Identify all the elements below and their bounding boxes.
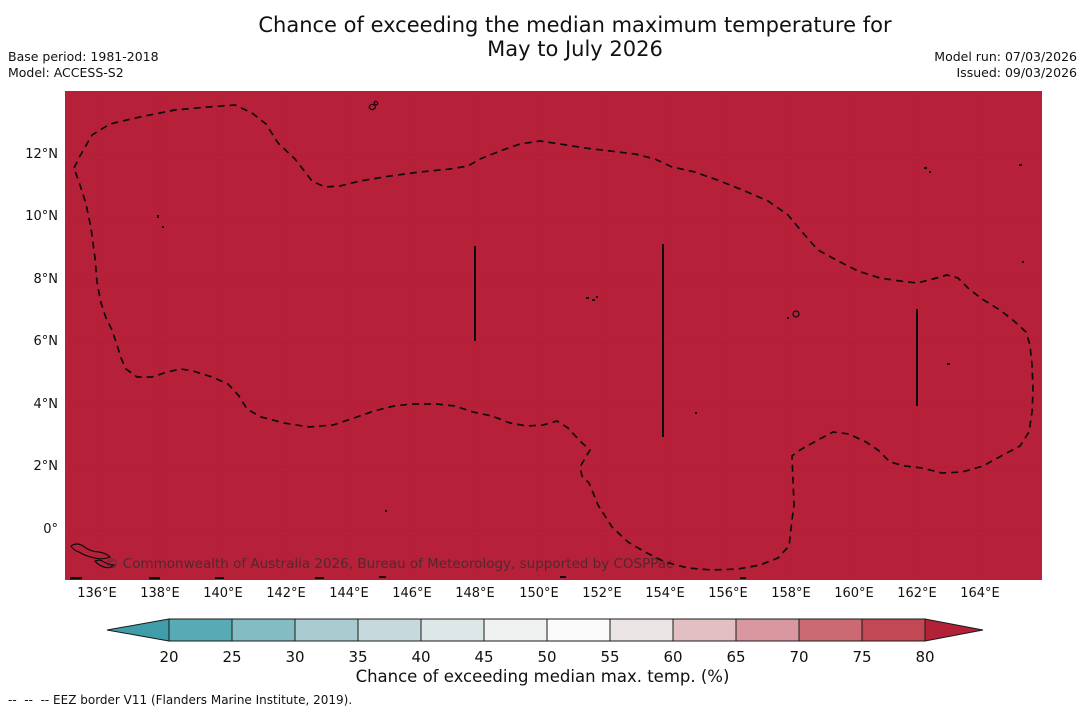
map-canvas: © Commonwealth of Australia 2026, Bureau…: [65, 91, 1042, 580]
colorbar-tick: 65: [726, 648, 745, 666]
x-tick-146e: 146°E: [392, 586, 432, 601]
colorbar-tick: 20: [159, 648, 178, 666]
x-tick-158e: 158°E: [771, 586, 811, 601]
x-tick-148e: 148°E: [455, 586, 495, 601]
x-tick-164e: 164°E: [960, 586, 1000, 601]
colorbar-segment: [672, 618, 737, 642]
x-tick-140e: 140°E: [203, 586, 243, 601]
colorbar-segment: [546, 618, 611, 642]
colorbar-segment: [357, 618, 422, 642]
eez-legend-note: -- -- -- EEZ border V11 (Flanders Marine…: [8, 693, 353, 707]
y-tick-0: 0°: [43, 522, 58, 537]
colorbar-tick: 25: [222, 648, 241, 666]
page-title: Chance of exceeding the median maximum t…: [65, 13, 1085, 61]
x-tick-144e: 144°E: [329, 586, 369, 601]
colorbar-segment: [483, 618, 548, 642]
x-tick-162e: 162°E: [897, 586, 937, 601]
title-line-1: Chance of exceeding the median maximum t…: [258, 13, 892, 37]
y-tick-12n: 12°N: [25, 147, 58, 162]
colorbar-label: Chance of exceeding median max. temp. (%…: [355, 667, 730, 686]
colorbar-arrow-right: [924, 618, 984, 642]
colorbar-tick: 75: [852, 648, 871, 666]
y-tick-8n: 8°N: [33, 272, 59, 287]
copyright-watermark: © Commonwealth of Australia 2026, Bureau…: [105, 556, 673, 572]
model-run-text: Model run: 07/03/2026: [934, 49, 1077, 64]
meta-left: Base period: 1981-2018 Model: ACCESS-S2: [8, 49, 159, 80]
title-line-2: May to July 2026: [487, 37, 663, 61]
colorbar-segment: [735, 618, 800, 642]
x-tick-136e: 136°E: [77, 586, 117, 601]
y-tick-6n: 6°N: [33, 334, 59, 349]
colorbar-segment: [861, 618, 926, 642]
y-tick-4n: 4°N: [33, 397, 59, 412]
colorbar: 20 25 30 35 40 45 50 55 60 65 70 75 80: [106, 618, 984, 666]
base-period-text: Base period: 1981-2018: [8, 49, 159, 64]
meta-right: Model run: 07/03/2026 Issued: 09/03/2026: [934, 49, 1077, 80]
x-tick-152e: 152°E: [582, 586, 622, 601]
colorbar-arrow-left: [106, 618, 170, 642]
model-text: Model: ACCESS-S2: [8, 64, 124, 80]
colorbar-segment: [168, 618, 233, 642]
issued-text: Issued: 09/03/2026: [956, 64, 1078, 80]
latitude-gridlines: [65, 154, 1042, 531]
x-tick-160e: 160°E: [834, 586, 874, 601]
colorbar-segment: [294, 618, 359, 642]
colorbar-tick: 35: [348, 648, 367, 666]
colorbar-tick: 70: [789, 648, 808, 666]
colorbar-tick: 80: [915, 648, 934, 666]
x-tick-150e: 150°E: [519, 586, 559, 601]
probability-field: [65, 91, 1042, 580]
y-tick-10n: 10°N: [25, 209, 58, 224]
colorbar-tick: 60: [663, 648, 682, 666]
colorbar-tick: 45: [474, 648, 493, 666]
colorbar-segment: [798, 618, 863, 642]
x-tick-138e: 138°E: [140, 586, 180, 601]
eez-border-outline: [73, 104, 1034, 571]
island-chain-lines: [474, 244, 918, 437]
x-tick-142e: 142°E: [266, 586, 306, 601]
island-markers: [70, 100, 1024, 580]
colorbar-tick: 30: [285, 648, 304, 666]
colorbar-tick: 55: [600, 648, 619, 666]
x-tick-156e: 156°E: [708, 586, 748, 601]
colorbar-segment: [609, 618, 674, 642]
y-tick-2n: 2°N: [33, 459, 59, 474]
colorbar-tick: 40: [411, 648, 430, 666]
colorbar-segment: [231, 618, 296, 642]
colorbar-tick: 50: [537, 648, 556, 666]
colorbar-segment: [420, 618, 485, 642]
x-tick-154e: 154°E: [645, 586, 685, 601]
